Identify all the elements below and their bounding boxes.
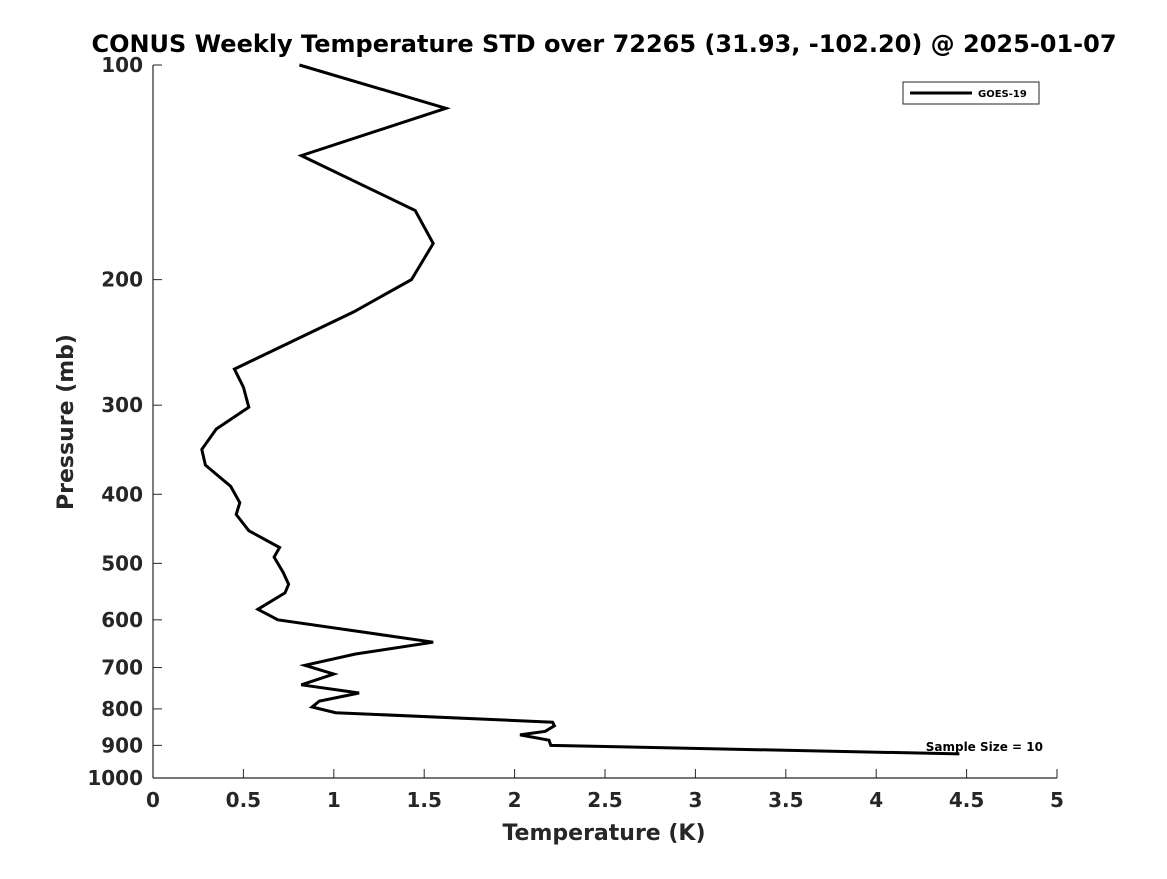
- y-ticks: 100 200 300 400 500 600 700 800 900 1000: [87, 53, 162, 790]
- series-layer: [200, 63, 960, 756]
- y-tick-label: 300: [101, 393, 143, 417]
- x-tick-label: 2: [508, 788, 522, 812]
- legend-label-goes-19: GOES-19: [978, 89, 1027, 100]
- y-tick-label: 700: [101, 656, 143, 680]
- y-tick-label: 900: [101, 733, 143, 757]
- x-tick-label: 0.5: [226, 788, 261, 812]
- y-tick-label: 400: [101, 482, 143, 506]
- x-tick-label: 4: [869, 788, 883, 812]
- x-tick-label: 3: [688, 788, 702, 812]
- x-tick-label: 1.5: [406, 788, 441, 812]
- series-line-goes-19: [200, 63, 960, 756]
- sample-size-annotation: Sample Size = 10: [926, 740, 1043, 754]
- x-tick-label: 2.5: [587, 788, 622, 812]
- x-tick-label: 4.5: [949, 788, 984, 812]
- x-tick-label: 1: [327, 788, 341, 812]
- chart-title: CONUS Weekly Temperature STD over 72265 …: [91, 30, 1116, 58]
- y-tick-label: 100: [101, 53, 143, 77]
- y-tick-label: 800: [101, 697, 143, 721]
- y-axis-label: Pressure (mb): [54, 334, 79, 510]
- y-tick-label: 1000: [87, 766, 143, 790]
- x-axis-label: Temperature (K): [502, 821, 705, 846]
- x-ticks: 0 0.5 1 1.5 2 2.5 3 3.5 4 4.5 5: [146, 769, 1064, 812]
- legend: GOES-19: [902, 81, 1040, 105]
- y-tick-label: 600: [101, 608, 143, 632]
- x-tick-label: 0: [146, 788, 160, 812]
- y-tick-label: 500: [101, 551, 143, 575]
- x-tick-label: 5: [1050, 788, 1064, 812]
- y-tick-label: 200: [101, 268, 143, 292]
- x-tick-label: 3.5: [768, 788, 803, 812]
